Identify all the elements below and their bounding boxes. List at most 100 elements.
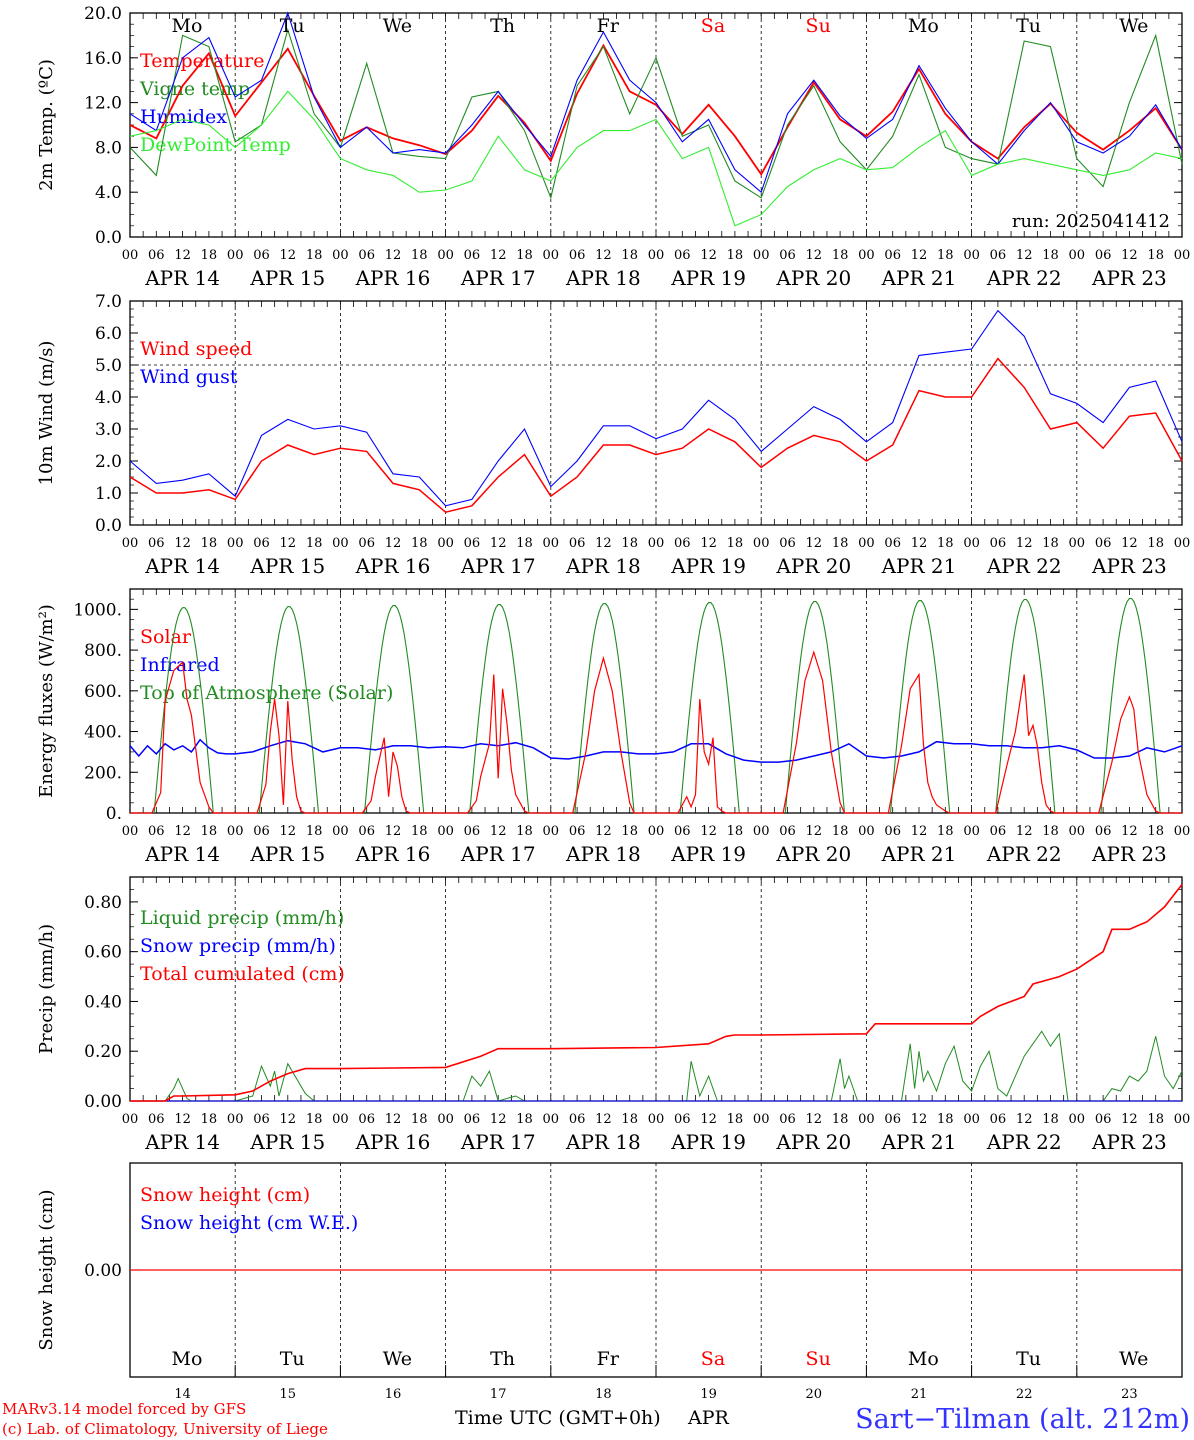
- x-hour-tick-label: 12: [595, 1112, 612, 1127]
- x-hour-tick-label: 00: [858, 536, 875, 551]
- x-date-label: APR 17: [460, 266, 536, 290]
- x-hour-tick-label: 12: [1016, 536, 1033, 551]
- y-tick-label: 1.0: [95, 484, 122, 504]
- x-hour-tick-label: 06: [779, 1112, 796, 1127]
- x-hour-tick-label: 18: [1042, 1112, 1059, 1127]
- x-hour-tick-label: 12: [806, 1112, 823, 1127]
- toa-solar-line: [889, 600, 951, 814]
- y-axis-label: Precip (mm/h): [36, 924, 57, 1054]
- x-hour-tick-label: 00: [332, 824, 349, 839]
- x-hour-tick-label: 12: [1121, 824, 1138, 839]
- x-hour-tick-label: 18: [306, 536, 323, 551]
- x-hour-tick-label: 06: [884, 1112, 901, 1127]
- weekday-label: Su: [806, 15, 831, 37]
- x-hour-tick-label: 00: [1174, 248, 1191, 263]
- x-date-label: APR 18: [565, 554, 641, 578]
- x-hour-tick-label: 00: [963, 536, 980, 551]
- x-hour-tick-label: 00: [648, 1112, 665, 1127]
- x-date-label: APR 17: [460, 1130, 536, 1154]
- x-hour-tick-label: 00: [437, 536, 454, 551]
- x-hour-tick-label: 12: [911, 248, 928, 263]
- x-date-label: APR 15: [249, 266, 325, 290]
- x-hour-tick-label: 12: [595, 824, 612, 839]
- x-hour-tick-label: 12: [1121, 248, 1138, 263]
- toa-solar-line: [679, 602, 740, 814]
- x-hour-tick-label: 06: [990, 248, 1007, 263]
- x-hour-tick-label: 18: [832, 824, 849, 839]
- x-date-label: APR 22: [986, 266, 1062, 290]
- x-date-label: APR 21: [881, 1130, 957, 1154]
- x-hour-tick-label: 00: [963, 1112, 980, 1127]
- x-date-label: APR 18: [565, 842, 641, 866]
- x-hour-tick-label: 06: [990, 536, 1007, 551]
- model-credit: MARv3.14 model forced by GFS: [2, 1400, 246, 1418]
- y-tick-label: 200.: [84, 763, 122, 783]
- x-hour-tick-label: 00: [648, 824, 665, 839]
- x-hour-tick-label: 18: [1147, 248, 1164, 263]
- x-hour-tick-label: 06: [884, 824, 901, 839]
- weekday-label: We: [1119, 15, 1148, 37]
- x-hour-tick-label: 18: [1147, 536, 1164, 551]
- x-hour-tick-label: 18: [727, 536, 744, 551]
- x-hour-tick-label: 18: [832, 536, 849, 551]
- x-hour-tick-label: 00: [543, 824, 560, 839]
- toa-solar-line: [258, 606, 320, 814]
- x-date-label: APR 14: [144, 1130, 220, 1154]
- x-hour-tick-label: 18: [516, 248, 533, 263]
- x-hour-tick-label: 18: [1147, 824, 1164, 839]
- y-tick-label: 1000.: [73, 600, 122, 620]
- x-hour-tick-label: 00: [543, 536, 560, 551]
- x-hour-tick-label: 06: [358, 824, 375, 839]
- x-hour-tick-label: 18: [516, 536, 533, 551]
- x-hour-tick-label: 06: [253, 1112, 270, 1127]
- panel-3: 0. 200. 400. 600. 800. 1000. Energy fluxes (W/…: [36, 588, 1190, 866]
- x-hour-tick-label: 18: [516, 1112, 533, 1127]
- x-hour-tick-label: 00: [858, 824, 875, 839]
- x-hour-tick-label: 00: [1069, 536, 1086, 551]
- x-hour-tick-label: 12: [490, 824, 507, 839]
- x-hour-tick-label: 12: [174, 536, 191, 551]
- x-hour-tick-label: 12: [911, 536, 928, 551]
- weekday-label: We: [1119, 1348, 1148, 1370]
- legend-entry: Snow precip (mm/h): [140, 935, 336, 957]
- x-hour-tick-label: 12: [280, 824, 297, 839]
- x-hour-tick-label: 18: [832, 248, 849, 263]
- x-hour-tick-label: 18: [201, 824, 218, 839]
- weekday-label: Th: [490, 1348, 515, 1370]
- x-hour-tick-label: 12: [806, 824, 823, 839]
- x-hour-tick-label: 12: [174, 1112, 191, 1127]
- x-hour-tick-label: 00: [963, 824, 980, 839]
- x-hour-tick-label: 06: [674, 1112, 691, 1127]
- x-hour-tick-label: 00: [753, 1112, 770, 1127]
- panel-1: 0.0 4.0 8.0 12.0 16.0 20.0 2m Temp. (ºC) 00 06 12…: [36, 4, 1190, 290]
- x-hour-tick-label: 06: [990, 1112, 1007, 1127]
- x-hour-tick-label: 00: [858, 1112, 875, 1127]
- x-hour-tick-label: 12: [1121, 536, 1138, 551]
- x-hour-tick-label: 00: [437, 1112, 454, 1127]
- y-axis-label: 2m Temp. (ºC): [36, 59, 57, 191]
- x-hour-tick-label: 00: [1069, 1112, 1086, 1127]
- x-hour-tick-label: 12: [385, 248, 402, 263]
- x-hour-tick-label: 12: [174, 824, 191, 839]
- x-hour-tick-label: 00: [122, 248, 139, 263]
- y-tick-label: 0.00: [84, 1261, 122, 1281]
- x-hour-tick-label: 06: [464, 536, 481, 551]
- x-date-label: APR 20: [775, 842, 851, 866]
- weekday-label: Sa: [701, 15, 725, 37]
- x-hour-tick-label: 00: [227, 248, 244, 263]
- x-date-label: APR 14: [144, 842, 220, 866]
- run-annotation: run: 2025041412: [1012, 211, 1170, 232]
- day-number-label: 22: [1016, 1387, 1033, 1402]
- x-hour-tick-label: 12: [700, 1112, 717, 1127]
- y-tick-label: 0.20: [84, 1042, 122, 1062]
- panel-5: 0.00 Snow height (cm) Snow height (cm) Snow…: [36, 1162, 1183, 1402]
- weekday-label: We: [383, 15, 412, 37]
- x-hour-tick-label: 18: [306, 824, 323, 839]
- x-date-label: APR 20: [775, 266, 851, 290]
- x-hour-tick-label: 00: [332, 248, 349, 263]
- copyright-credit: (c) Lab. of Climatology, University of L…: [2, 1420, 328, 1438]
- day-number-label: 17: [490, 1387, 507, 1402]
- day-number-label: 14: [174, 1387, 191, 1402]
- x-hour-tick-label: 12: [700, 248, 717, 263]
- series-line: [129, 27, 1183, 200]
